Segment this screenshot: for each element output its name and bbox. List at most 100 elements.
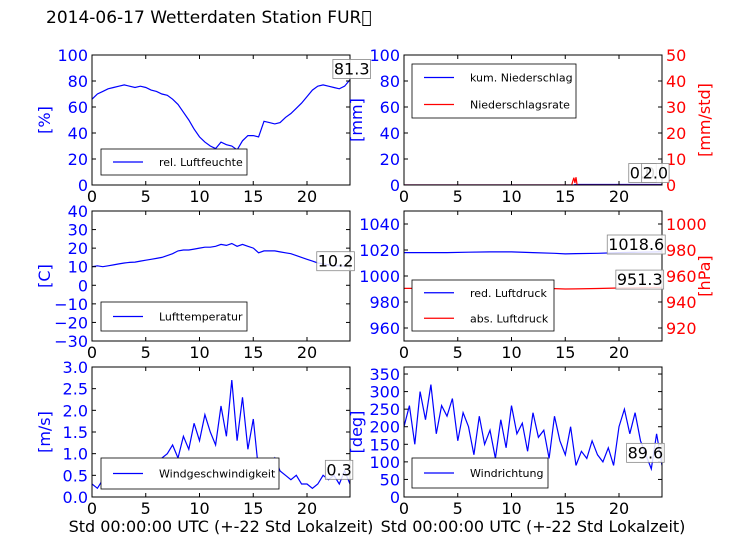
panel-temperature-ylabel: [C] (35, 264, 54, 288)
panel-humidity-series-0 (92, 79, 350, 151)
panel-precip-value-box (641, 163, 670, 183)
panel-wind_direction-ytick-label: 300 (369, 383, 400, 402)
panel-wind_speed-xtick-label: 20 (297, 499, 317, 518)
panel-humidity-value-box (332, 59, 371, 79)
panel-wind_speed-xlabel: Std 00:00:00 UTC (+-22 Std Lokalzeit) (69, 517, 374, 536)
panel-temperature-xtick-label: 0 (87, 343, 97, 362)
panel-wind_speed-ytick-label: 3.0 (63, 358, 88, 377)
panel-precip-ytick-r-label: 10 (666, 150, 686, 169)
panel-precip-xtick-label: 0 (399, 187, 409, 206)
panel-wind_direction-xtick-label: 10 (501, 499, 521, 518)
panel-wind_speed (91, 366, 351, 498)
panel-wind_direction-ytick-label: 350 (369, 365, 400, 384)
panel-pressure-ytick-label: 1020 (359, 241, 400, 260)
panel-pressure-value-box (615, 269, 665, 290)
panel-temperature-ytick-label: 10 (68, 258, 88, 277)
panel-precip-legend-label: Niederschlagsrate (470, 99, 570, 112)
panel-humidity-ytick-label: 40 (68, 124, 88, 143)
panel-pressure-value-box (606, 234, 666, 255)
panel-pressure-ytick-label: 980 (369, 293, 400, 312)
panel-wind_speed-ytick-label: 0.5 (63, 466, 88, 485)
panel-precip-xtick-label: 15 (555, 187, 575, 206)
panel-wind_direction-value-label: 89.6 (628, 443, 664, 462)
panel-temperature-xtick-label: 20 (297, 343, 317, 362)
panel-precip-ylabel-right: [mm/std] (695, 83, 714, 157)
panel-pressure-ytick-r-label: 940 (666, 293, 697, 312)
panel-precip-ytick-label: 60 (380, 98, 400, 117)
panel-precip-ylabel: [mm] (347, 98, 366, 142)
panel-precip-xtick-label: 10 (501, 187, 521, 206)
panel-precip-series-1 (404, 177, 662, 185)
panel-humidity-xtick-label: 5 (141, 187, 151, 206)
panel-pressure (403, 210, 663, 342)
panel-wind_speed-ytick-label: 2.5 (63, 380, 88, 399)
panel-pressure-value-label: 951.3 (617, 270, 663, 289)
panel-precip-xtick-label: 20 (609, 187, 629, 206)
panel-temperature-legend-label: Lufttemperatur (159, 311, 243, 324)
panel-wind_direction-xlabel: Std 00:00:00 UTC (+-22 Std Lokalzeit) (381, 517, 686, 536)
panel-pressure-xtick-label: 0 (399, 343, 409, 362)
panel-wind_direction-legend-label: Windrichtung (470, 467, 543, 480)
panel-precip-value-label: 2.0 (643, 164, 668, 183)
panel-pressure-ylabel-right: [hPa] (695, 255, 714, 296)
panel-wind_speed-xtick-label: 0 (87, 499, 97, 518)
panel-wind_direction-series-0 (404, 384, 662, 472)
panel-humidity-xtick-label: 0 (87, 187, 97, 206)
panel-wind_direction (403, 366, 663, 498)
panel-precip-xtick-label: 5 (453, 187, 463, 206)
panel-temperature-series-0 (92, 242, 350, 268)
panel-pressure-legend-box (411, 279, 555, 332)
panel-precip-ytick-label: 80 (380, 72, 400, 91)
panel-pressure-ytick-r-label: 920 (666, 319, 697, 338)
panel-humidity-ytick-label: 0 (78, 176, 88, 195)
panel-precip-ytick-r-label: 40 (666, 72, 686, 91)
panel-wind_direction-ytick-label: 200 (369, 418, 400, 437)
panel-wind_direction-frame (403, 366, 663, 498)
panel-wind_speed-ylabel: [m/s] (35, 411, 54, 453)
panel-wind_speed-legend-label: Windgeschwindigkeit (159, 468, 276, 481)
panel-pressure-xtick-label: 15 (555, 343, 575, 362)
panel-pressure-ytick-r-label: 980 (666, 241, 697, 260)
panel-pressure-ytick-label: 1040 (359, 215, 400, 234)
panel-wind_speed-xtick-label: 5 (141, 499, 151, 518)
panel-precip-ytick-r-label: 50 (666, 46, 686, 65)
panel-precip-ytick-r-label: 20 (666, 124, 686, 143)
panel-wind_speed-xtick-label: 10 (189, 499, 209, 518)
panel-precip-legend-box (411, 63, 577, 119)
panel-wind_direction-ytick-label: 150 (369, 435, 400, 454)
panel-humidity (91, 54, 351, 186)
panel-temperature-ytick-label: 20 (68, 239, 88, 258)
panel-wind_speed-xtick-label: 15 (243, 499, 263, 518)
panel-precip-ytick-label: 40 (380, 124, 400, 143)
panel-humidity-ylabel: [%] (35, 106, 54, 134)
panel-wind_direction-ylabel: [deg] (347, 411, 366, 454)
panel-wind_direction-xtick-label: 15 (555, 499, 575, 518)
panel-pressure-legend-label: red. Luftdruck (470, 287, 547, 300)
panel-precip-legend-label: kum. Niederschlag (470, 72, 573, 85)
panel-humidity-ytick-label: 100 (57, 46, 88, 65)
panel-pressure-xtick-label: 20 (609, 343, 629, 362)
panel-temperature-ytick-label: 0 (78, 276, 88, 295)
panel-pressure-xtick-label: 10 (501, 343, 521, 362)
panel-pressure-legend-label: abs. Luftdruck (470, 312, 549, 325)
panel-wind_speed-ytick-label: 1.5 (63, 423, 88, 442)
figure-title: 2014-06-17 Wetterdaten Station FUR  (46, 8, 372, 28)
panel-pressure-ytick-r-label: 960 (666, 267, 697, 286)
panel-pressure-ytick-label: 1000 (359, 267, 400, 286)
panel-temperature-frame (91, 210, 351, 342)
panel-temperature-value-label: 10.2 (318, 252, 354, 271)
panel-humidity-xtick-label: 15 (243, 187, 263, 206)
panel-temperature-ytick-label: −20 (54, 313, 88, 332)
panel-wind_direction-xtick-label: 20 (609, 499, 629, 518)
panel-wind_speed-value-box (324, 459, 354, 480)
panel-pressure-ytick-label: 960 (369, 319, 400, 338)
panel-wind_direction-xtick-label: 0 (399, 499, 409, 518)
panel-temperature-ytick-label: −30 (54, 332, 88, 351)
panel-precip (403, 54, 663, 186)
panel-temperature-ytick-label: −10 (54, 295, 88, 314)
panel-temperature-ytick-label: 30 (68, 221, 88, 240)
panel-humidity-frame (91, 54, 351, 186)
panel-precip-ytick-label: 0 (390, 176, 400, 195)
panel-humidity-ytick-label: 80 (68, 72, 88, 91)
